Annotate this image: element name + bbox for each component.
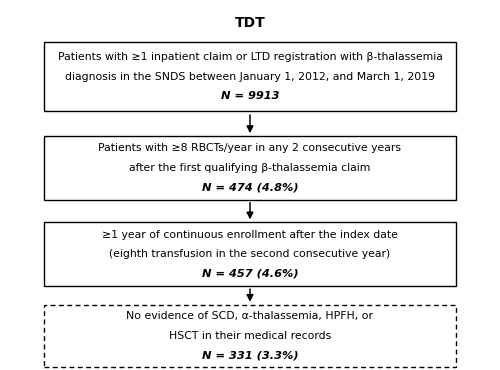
Text: N = 331 (3.3%): N = 331 (3.3%)	[202, 350, 298, 360]
FancyBboxPatch shape	[44, 305, 457, 367]
Text: diagnosis in the SNDS between January 1, 2012, and March 1, 2019: diagnosis in the SNDS between January 1,…	[65, 72, 435, 82]
Text: Patients with ≥8 RBCTs/year in any 2 consecutive years: Patients with ≥8 RBCTs/year in any 2 con…	[98, 144, 402, 154]
Text: No evidence of SCD, α-thalassemia, HPFH, or: No evidence of SCD, α-thalassemia, HPFH,…	[126, 312, 374, 322]
FancyBboxPatch shape	[44, 222, 457, 286]
FancyBboxPatch shape	[44, 42, 457, 111]
Text: TDT: TDT	[234, 16, 266, 30]
Text: N = 9913: N = 9913	[221, 91, 279, 101]
Text: Patients with ≥1 inpatient claim or LTD registration with β-thalassemia: Patients with ≥1 inpatient claim or LTD …	[58, 52, 442, 62]
Text: N = 474 (4.8%): N = 474 (4.8%)	[202, 182, 298, 192]
FancyBboxPatch shape	[44, 136, 457, 200]
Text: ≥1 year of continuous enrollment after the index date: ≥1 year of continuous enrollment after t…	[102, 230, 398, 240]
Text: N = 457 (4.6%): N = 457 (4.6%)	[202, 269, 298, 279]
Text: (eighth transfusion in the second consecutive year): (eighth transfusion in the second consec…	[110, 249, 390, 259]
Text: HSCT in their medical records: HSCT in their medical records	[169, 331, 331, 341]
Text: after the first qualifying β-thalassemia claim: after the first qualifying β-thalassemia…	[130, 163, 370, 173]
